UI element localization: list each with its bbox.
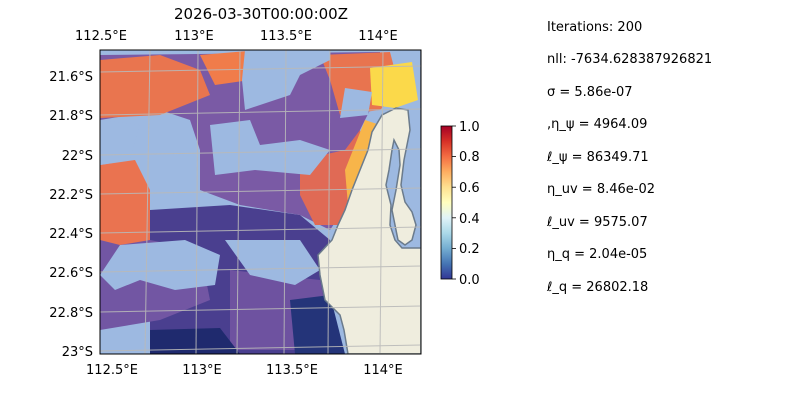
colorbar-tick-label: 0.6 [459, 181, 480, 196]
bottom-x-tick-label: 113°E [182, 363, 222, 378]
top-x-tick-label: 113.5°E [260, 29, 312, 44]
param-l-uv: ℓ_uv = 9575.07 [547, 215, 648, 230]
param-sigma: σ = 5.86e-07 [547, 85, 633, 100]
bottom-x-tick-label: 112.5°E [86, 363, 138, 378]
y-tick-label: 22.4°S [49, 227, 93, 242]
param-nll: nll: -7634.628387926821 [547, 52, 713, 67]
colorbar-tick-label: 0.2 [459, 242, 480, 257]
peak-value-region-ne [370, 62, 418, 108]
chart-title: 2026-03-30T00:00:00Z [174, 5, 348, 23]
colorbar [440, 125, 453, 280]
colorbar-tick-label: 0.4 [459, 212, 480, 227]
colorbar-tick-label: 0.8 [459, 150, 480, 165]
top-x-axis: 112.5°E 113°E 113.5°E 114°E [75, 29, 398, 44]
top-x-tick-label: 113°E [174, 29, 214, 44]
map-panel [100, 50, 421, 354]
bottom-x-tick-label: 114°E [363, 363, 403, 378]
mask-west [100, 120, 140, 165]
y-tick-label: 22.8°S [49, 306, 93, 321]
param-l-psi: ℓ_ψ = 86349.71 [547, 150, 649, 165]
colorbar-labels: 0.0 0.2 0.4 0.6 0.8 1.0 [459, 120, 480, 288]
mask-central [210, 120, 330, 175]
land-mass [317, 50, 421, 354]
map-frame [99, 49, 422, 355]
param-l-q: ℓ_q = 26802.18 [547, 280, 649, 295]
high-value-region-w [100, 160, 150, 245]
y-tick-label: 22°S [62, 149, 93, 164]
y-tick-label: 22.6°S [49, 266, 93, 281]
y-tick-label: 22.2°S [49, 188, 93, 203]
deep-low-region [150, 328, 240, 354]
mask-ne-shelf [340, 88, 372, 118]
param-eta-psi: ,η_ψ = 4964.09 [547, 117, 648, 132]
bottom-x-tick-label: 113.5°E [266, 363, 318, 378]
param-eta-q: η_q = 2.04e-05 [547, 247, 648, 262]
y-tick-label: 21.6°S [49, 70, 93, 85]
y-tick-label: 21.8°S [49, 109, 93, 124]
param-eta-uv: η_uv = 8.46e-02 [547, 182, 656, 197]
param-iterations: Iterations: 200 [547, 20, 643, 35]
top-x-tick-label: 112.5°E [75, 29, 127, 44]
y-axis: 21.6°S 21.8°S 22°S 22.2°S 22.4°S 22.6°S … [49, 70, 93, 360]
mask-south-east [225, 240, 320, 285]
mask-southwest [100, 240, 220, 290]
top-x-tick-label: 114°E [358, 29, 398, 44]
bottom-x-axis: 112.5°E 113°E 113.5°E 114°E [86, 363, 403, 378]
deep-low-region-se [290, 295, 345, 354]
colorbar-tick-label: 1.0 [459, 120, 480, 135]
colorbar-tick-label: 0.0 [459, 273, 480, 288]
graticule [100, 50, 421, 354]
colorbar-ticks [452, 125, 456, 280]
y-tick-label: 23°S [62, 345, 93, 360]
